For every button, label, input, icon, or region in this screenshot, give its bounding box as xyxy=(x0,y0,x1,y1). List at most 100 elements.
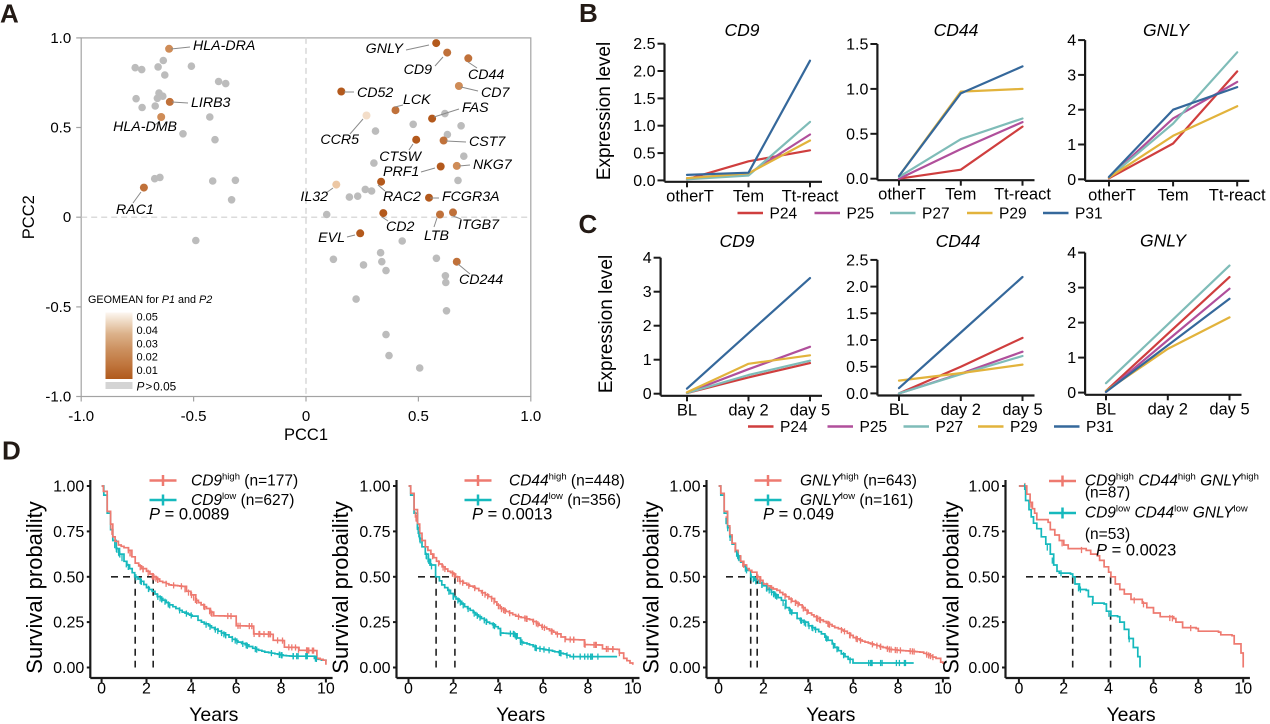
svg-text:P29: P29 xyxy=(999,206,1027,223)
svg-text:10: 10 xyxy=(1234,681,1252,698)
svg-text:CD44high (n=448): CD44high (n=448) xyxy=(509,471,625,490)
svg-text:0.25: 0.25 xyxy=(53,615,84,632)
svg-text:day 5: day 5 xyxy=(1002,401,1042,419)
svg-text:Tt-react: Tt-react xyxy=(1209,186,1266,204)
svg-text:0.5: 0.5 xyxy=(846,126,868,143)
svg-text:1.00: 1.00 xyxy=(669,479,700,496)
svg-text:1.0: 1.0 xyxy=(520,408,541,425)
svg-text:0: 0 xyxy=(302,408,310,425)
svg-text:0.00: 0.00 xyxy=(359,660,390,677)
svg-text:LCK: LCK xyxy=(403,92,431,108)
svg-text:0.00: 0.00 xyxy=(669,660,700,677)
svg-text:-1.0: -1.0 xyxy=(68,408,94,425)
svg-text:PCC1: PCC1 xyxy=(284,426,328,444)
svg-text:1.5: 1.5 xyxy=(633,91,655,108)
svg-text:8: 8 xyxy=(1194,681,1203,698)
svg-text:P24: P24 xyxy=(780,419,808,436)
svg-text:0.75: 0.75 xyxy=(669,524,700,541)
svg-text:CCR5: CCR5 xyxy=(320,132,359,148)
svg-text:CD9: CD9 xyxy=(724,20,759,40)
svg-text:P29: P29 xyxy=(1010,419,1038,436)
svg-text:RAC1: RAC1 xyxy=(116,202,154,218)
svg-text:1.00: 1.00 xyxy=(359,479,390,496)
svg-text:0.75: 0.75 xyxy=(53,524,84,541)
svg-text:B: B xyxy=(579,0,598,28)
svg-text:2: 2 xyxy=(449,681,458,698)
svg-text:3: 3 xyxy=(1067,67,1076,84)
svg-text:0.50: 0.50 xyxy=(968,569,999,586)
svg-text:4: 4 xyxy=(1067,245,1076,262)
svg-text:0.25: 0.25 xyxy=(669,615,700,632)
svg-text:HLA-DMB: HLA-DMB xyxy=(113,119,177,135)
svg-text:10: 10 xyxy=(317,681,335,698)
svg-text:0.0: 0.0 xyxy=(846,386,868,403)
svg-text:C: C xyxy=(579,209,598,239)
svg-text:0: 0 xyxy=(1014,681,1023,698)
svg-text:2.0: 2.0 xyxy=(846,279,868,296)
svg-text:Tt-react: Tt-react xyxy=(994,186,1051,204)
svg-text:6: 6 xyxy=(232,681,241,698)
svg-text:4: 4 xyxy=(643,250,652,267)
svg-text:2: 2 xyxy=(142,681,151,698)
svg-text:2: 2 xyxy=(1059,681,1068,698)
svg-text:GNLYhigh (n=643): GNLYhigh (n=643) xyxy=(800,471,917,490)
svg-text:CD44: CD44 xyxy=(468,67,504,83)
svg-text:P25: P25 xyxy=(860,419,888,436)
svg-text:10: 10 xyxy=(934,681,952,698)
svg-text:D: D xyxy=(2,436,21,466)
svg-text:P31: P31 xyxy=(1075,206,1103,223)
svg-text:IL32: IL32 xyxy=(300,189,328,205)
svg-text:P31: P31 xyxy=(1086,419,1114,436)
svg-text:0.50: 0.50 xyxy=(669,569,700,586)
svg-text:RAC2: RAC2 xyxy=(383,189,421,205)
svg-text:Expression level: Expression level xyxy=(596,255,617,393)
svg-text:-0.5: -0.5 xyxy=(45,299,71,316)
svg-text:P = 0.0013: P = 0.0013 xyxy=(472,506,552,524)
svg-text:-1.0: -1.0 xyxy=(45,389,71,406)
svg-text:0.75: 0.75 xyxy=(359,524,390,541)
svg-text:CD244: CD244 xyxy=(459,272,503,288)
svg-text:Survival probaility: Survival probaility xyxy=(328,501,353,673)
svg-text:0.50: 0.50 xyxy=(359,569,390,586)
svg-text:0.75: 0.75 xyxy=(968,524,999,541)
svg-text:BL: BL xyxy=(1096,400,1116,418)
svg-text:P24: P24 xyxy=(770,206,798,223)
svg-text:10: 10 xyxy=(624,681,642,698)
svg-text:Years: Years xyxy=(496,704,545,724)
svg-text:1.00: 1.00 xyxy=(53,479,84,496)
svg-text:2.0: 2.0 xyxy=(633,64,655,81)
svg-text:CD9high (n=177): CD9high (n=177) xyxy=(191,471,298,490)
svg-text:0.50: 0.50 xyxy=(53,569,84,586)
svg-text:CD2: CD2 xyxy=(386,219,414,235)
svg-text:0.5: 0.5 xyxy=(633,146,655,163)
svg-text:0.5: 0.5 xyxy=(50,120,71,137)
svg-text:0.25: 0.25 xyxy=(359,615,390,632)
svg-text:CD44: CD44 xyxy=(934,20,979,40)
svg-text:2: 2 xyxy=(759,681,768,698)
svg-text:0.5: 0.5 xyxy=(408,408,429,425)
svg-text:0.03: 0.03 xyxy=(137,338,158,350)
svg-text:-0.5: -0.5 xyxy=(181,408,207,425)
svg-text:0: 0 xyxy=(1067,172,1076,189)
svg-text:P = 0.049: P = 0.049 xyxy=(763,506,834,524)
svg-text:PRF1: PRF1 xyxy=(383,164,419,180)
svg-text:4: 4 xyxy=(494,681,503,698)
svg-text:CD52: CD52 xyxy=(357,85,393,101)
svg-text:1.0: 1.0 xyxy=(50,30,71,47)
svg-text:Tem: Tem xyxy=(945,186,976,204)
svg-text:Years: Years xyxy=(189,704,238,724)
svg-text:CD9low (n=627): CD9low (n=627) xyxy=(191,491,294,510)
svg-text:8: 8 xyxy=(583,681,592,698)
svg-text:Expression level: Expression level xyxy=(594,42,615,180)
svg-text:3: 3 xyxy=(643,284,652,301)
svg-text:4: 4 xyxy=(1067,33,1076,50)
svg-text:GNLY: GNLY xyxy=(1140,231,1187,251)
svg-text:1.0: 1.0 xyxy=(846,81,868,98)
svg-text:(n=53): (n=53) xyxy=(1085,526,1130,543)
svg-text:ITGB7: ITGB7 xyxy=(458,217,500,233)
svg-text:Tem: Tem xyxy=(733,187,764,205)
svg-text:EVL: EVL xyxy=(318,230,345,246)
svg-text:day 2: day 2 xyxy=(1148,400,1188,418)
svg-text:day 5: day 5 xyxy=(790,401,830,419)
svg-text:FAS: FAS xyxy=(462,100,489,116)
